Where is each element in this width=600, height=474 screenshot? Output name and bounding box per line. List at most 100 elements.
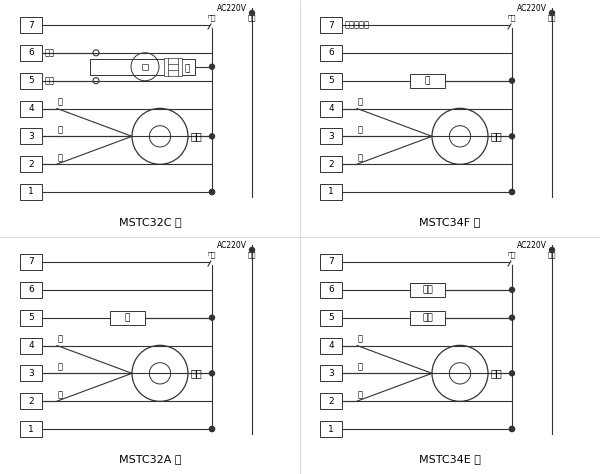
Text: 热阀: 热阀 (422, 285, 433, 294)
Circle shape (509, 287, 515, 292)
Text: 6: 6 (328, 48, 334, 57)
Text: MSTC34F 型: MSTC34F 型 (419, 217, 481, 227)
Text: 5: 5 (28, 313, 34, 322)
FancyBboxPatch shape (410, 283, 445, 297)
Circle shape (509, 427, 515, 431)
FancyBboxPatch shape (20, 365, 42, 382)
Text: 6: 6 (328, 285, 334, 294)
FancyBboxPatch shape (320, 365, 342, 382)
Text: 火线: 火线 (548, 14, 556, 20)
FancyBboxPatch shape (320, 282, 342, 298)
Text: 零线: 零线 (508, 14, 516, 20)
Text: MSTC32A 型: MSTC32A 型 (119, 454, 181, 464)
Circle shape (250, 247, 254, 253)
FancyBboxPatch shape (20, 73, 42, 89)
Text: 零线: 零线 (508, 251, 516, 257)
FancyBboxPatch shape (20, 393, 42, 409)
FancyBboxPatch shape (320, 421, 342, 437)
Text: 4: 4 (28, 341, 34, 350)
FancyBboxPatch shape (320, 100, 342, 117)
Text: 中: 中 (358, 125, 363, 134)
Text: 风机: 风机 (491, 131, 503, 141)
Text: 5: 5 (328, 76, 334, 85)
FancyBboxPatch shape (20, 17, 42, 33)
Text: 风机: 风机 (491, 368, 503, 378)
Text: 4: 4 (328, 104, 334, 113)
Circle shape (550, 10, 554, 16)
Text: AC220V: AC220V (217, 4, 247, 13)
Text: MSTC34E 型: MSTC34E 型 (419, 454, 481, 464)
Text: 3: 3 (328, 132, 334, 141)
Circle shape (509, 190, 515, 194)
Circle shape (209, 427, 215, 431)
Text: 7: 7 (328, 20, 334, 29)
Circle shape (509, 427, 515, 431)
FancyBboxPatch shape (20, 100, 42, 117)
Circle shape (509, 315, 515, 320)
Text: 火线: 火线 (548, 251, 556, 257)
FancyBboxPatch shape (164, 58, 182, 76)
Text: 6: 6 (28, 48, 34, 57)
Text: 3: 3 (328, 369, 334, 378)
Text: 阀关: 阀关 (45, 48, 55, 57)
FancyBboxPatch shape (20, 282, 42, 298)
Text: 零线: 零线 (208, 14, 216, 20)
Circle shape (209, 64, 215, 69)
Circle shape (509, 134, 515, 139)
Text: 5: 5 (328, 313, 334, 322)
FancyBboxPatch shape (320, 393, 342, 409)
Text: 6: 6 (28, 285, 34, 294)
Text: 1: 1 (328, 188, 334, 197)
Text: 高: 高 (58, 153, 63, 162)
FancyBboxPatch shape (320, 310, 342, 326)
Circle shape (209, 190, 215, 194)
FancyBboxPatch shape (20, 156, 42, 172)
FancyBboxPatch shape (320, 156, 342, 172)
FancyBboxPatch shape (320, 128, 342, 145)
FancyBboxPatch shape (20, 184, 42, 200)
FancyBboxPatch shape (320, 337, 342, 354)
FancyBboxPatch shape (20, 128, 42, 145)
Text: 3: 3 (28, 369, 34, 378)
FancyBboxPatch shape (20, 254, 42, 270)
Text: 7: 7 (328, 257, 334, 266)
Text: 低: 低 (58, 335, 63, 344)
Text: 火线: 火线 (248, 251, 256, 257)
Text: AC220V: AC220V (217, 241, 247, 250)
Text: 1: 1 (28, 425, 34, 434)
Circle shape (209, 427, 215, 431)
FancyBboxPatch shape (320, 184, 342, 200)
Text: 风机: 风机 (191, 131, 203, 141)
Text: 阀: 阀 (184, 64, 190, 73)
Text: 中: 中 (58, 362, 63, 371)
FancyBboxPatch shape (20, 310, 42, 326)
Text: MSTC32C 型: MSTC32C 型 (119, 217, 181, 227)
Text: AC220V: AC220V (517, 241, 547, 250)
Text: 2: 2 (28, 397, 34, 406)
Text: 中: 中 (358, 362, 363, 371)
Circle shape (509, 371, 515, 376)
Circle shape (209, 315, 215, 320)
Circle shape (509, 190, 515, 194)
Circle shape (550, 247, 554, 253)
Circle shape (250, 10, 254, 16)
Text: 1: 1 (328, 425, 334, 434)
Text: AC220V: AC220V (517, 4, 547, 13)
FancyBboxPatch shape (20, 45, 42, 61)
Text: 阀开: 阀开 (45, 76, 55, 85)
Text: 7: 7 (28, 257, 34, 266)
FancyBboxPatch shape (410, 310, 445, 325)
Text: 5: 5 (28, 76, 34, 85)
Circle shape (209, 371, 215, 376)
Text: 辅助电加热: 辅助电加热 (345, 20, 370, 29)
Text: 中: 中 (58, 125, 63, 134)
FancyBboxPatch shape (110, 310, 145, 325)
Text: 阀: 阀 (425, 76, 430, 85)
Circle shape (209, 190, 215, 194)
FancyBboxPatch shape (320, 45, 342, 61)
Text: 高: 高 (358, 390, 363, 399)
Text: 4: 4 (328, 341, 334, 350)
Circle shape (509, 78, 515, 83)
Text: 冷阀: 冷阀 (422, 313, 433, 322)
Text: 低: 低 (58, 98, 63, 107)
